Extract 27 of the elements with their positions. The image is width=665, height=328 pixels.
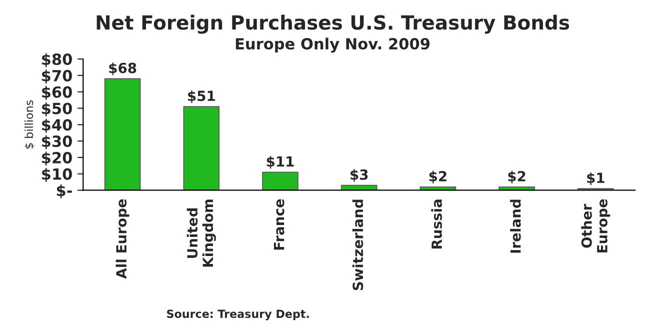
- y-tick-label: $70: [42, 70, 72, 84]
- x-tick-label: Ireland: [510, 200, 521, 253]
- y-tick-label: $40: [42, 118, 72, 133]
- y-tick-label: $50: [42, 102, 72, 116]
- chart-subtitle: Europe Only Nov. 2009: [236, 38, 430, 53]
- y-tick-label: $-: [56, 184, 72, 198]
- y-tick-label: $80: [42, 53, 72, 68]
- source-note: Source: Treasury Dept.: [167, 310, 309, 320]
- x-tick-label: France: [274, 199, 284, 250]
- chart-title: Net Foreign Purchases U.S. Treasury Bonds: [96, 14, 570, 34]
- y-axis-title: $ billions: [24, 100, 35, 149]
- x-tick-label: Switzerland: [352, 200, 364, 290]
- y-tick-label: $60: [42, 86, 72, 100]
- y-tick-label: $10: [42, 168, 72, 182]
- data-label: $2: [508, 170, 526, 184]
- x-tick-label: United Kingdom: [186, 200, 216, 267]
- x-tick-label: All Europe: [116, 199, 130, 279]
- data-label: $68: [109, 62, 136, 76]
- data-label: $3: [350, 169, 368, 182]
- x-tick-label: Other Europe: [581, 199, 610, 252]
- x-tick-label: Russia: [431, 200, 442, 249]
- data-label: $2: [429, 170, 446, 184]
- data-label: $1: [587, 172, 604, 185]
- data-label: $11: [266, 156, 294, 169]
- y-tick-label: $30: [42, 135, 72, 150]
- data-label: $51: [188, 90, 215, 103]
- y-tick-label: $20: [42, 152, 72, 166]
